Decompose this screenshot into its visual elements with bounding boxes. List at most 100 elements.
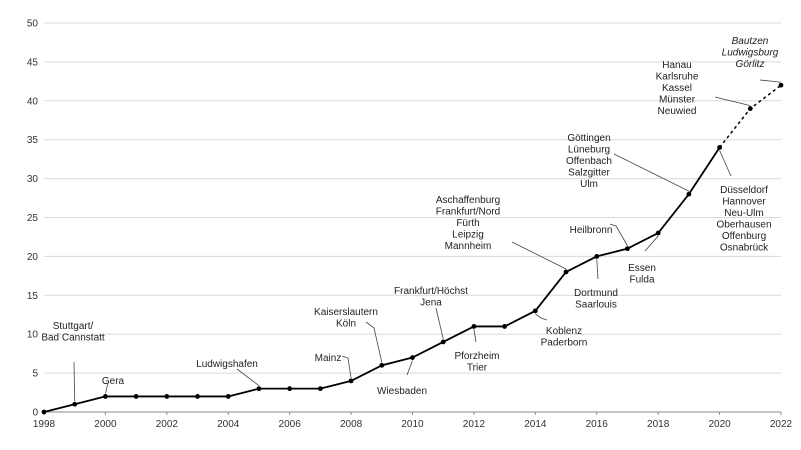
annotations: Stuttgart/Bad Cannstatt Gera Ludwigshafen M… — [41, 36, 778, 397]
annotation-leader — [644, 235, 659, 252]
y-tick-label: 20 — [27, 252, 39, 263]
annotation-label: Ulm — [580, 179, 598, 190]
y-tick-label: 45 — [27, 57, 39, 68]
annotation-label: Neuwied — [658, 106, 697, 117]
annotation-label: Münster — [659, 95, 696, 106]
annotation-leader — [236, 368, 260, 386]
data-point — [563, 269, 569, 275]
x-tick-label: 2016 — [586, 419, 609, 430]
data-point — [317, 386, 323, 392]
annotation-label: Köln — [336, 319, 356, 330]
annotation-label: Offenbach — [566, 156, 612, 167]
annotation-label: Fulda — [629, 275, 654, 286]
y-tick-label: 50 — [27, 19, 39, 30]
annotation-leader — [613, 153, 690, 192]
annotation-leader — [596, 259, 599, 280]
data-point — [717, 145, 722, 150]
data-point — [72, 401, 78, 407]
annotation-label: Görlitz — [736, 59, 765, 70]
data-point — [532, 308, 538, 314]
data-point — [686, 191, 692, 197]
x-tick-label: 1998 — [33, 419, 56, 430]
series-line-solid — [43, 146, 721, 413]
annotation-label: Heilbronn — [570, 225, 613, 236]
data-point — [348, 378, 354, 384]
y-tick-label: 5 — [32, 369, 38, 380]
annotation-label: Osnabrück — [720, 243, 769, 254]
annotation-label: Frankfurt/Nord — [436, 207, 500, 218]
data-point — [164, 394, 170, 399]
annotation-leader — [105, 382, 109, 394]
annotation-label: Pforzheim — [454, 351, 499, 362]
x-tick-label: 2002 — [156, 419, 179, 430]
annotation-leader — [759, 79, 782, 83]
annotation-leader — [535, 313, 548, 321]
y-tick-label: 35 — [27, 135, 39, 146]
series-line-dashed — [718, 84, 782, 148]
annotation-leader — [406, 360, 413, 376]
annotation-label-group: DüsseldorfHannoverNeu-UlmOberhausenOffen… — [716, 185, 771, 254]
data-point — [133, 394, 139, 399]
annotation-label: Wiesbaden — [377, 386, 427, 397]
annotation-leader — [73, 361, 76, 402]
annotation-leader — [341, 355, 352, 378]
annotation-label: Gera — [102, 376, 125, 387]
x-tick-label: 2008 — [340, 419, 363, 430]
data-point — [195, 394, 200, 399]
axes: 0 5 10 15 20 25 30 35 40 45 50 1998 2000 2002 2004 2006… — [27, 19, 793, 431]
annotation-label: Düsseldorf — [720, 185, 768, 196]
data-points — [41, 82, 784, 415]
annotation-label: Ludwigsburg — [722, 48, 779, 59]
annotation-label: Jena — [420, 298, 442, 309]
x-tick-label: 2020 — [708, 419, 731, 430]
x-tick-label: 2012 — [463, 419, 486, 430]
annotation-label: Koblenz — [546, 326, 582, 337]
data-point — [440, 339, 446, 345]
annotation-label-group: Gera — [102, 376, 125, 387]
data-point — [379, 362, 385, 368]
annotation-label: Paderborn — [541, 338, 588, 349]
data-point — [778, 82, 784, 88]
annotation-label-group: Stuttgart/Bad Cannstatt — [41, 321, 105, 344]
annotation-label: Essen — [628, 263, 656, 274]
annotation-label-group: Heilbronn — [570, 225, 613, 236]
data-point — [471, 324, 477, 329]
annotation-leader — [435, 307, 444, 340]
annotation-label: Mannheim — [445, 241, 492, 252]
x-tick-label: 2014 — [524, 419, 547, 430]
annotation-label: Hannover — [722, 197, 766, 208]
grid — [44, 22, 781, 374]
data-point — [103, 394, 108, 399]
data-point — [625, 246, 630, 252]
annotation-label: Aschaffenburg — [436, 195, 500, 206]
annotation-label: Hanau — [662, 60, 691, 71]
y-tick-label: 40 — [27, 96, 39, 107]
x-tick-label: 2010 — [401, 419, 424, 430]
annotation-leader — [511, 241, 567, 270]
annotation-label: Trier — [467, 363, 488, 374]
annotation-label: Mainz — [315, 353, 342, 364]
y-tick-label: 15 — [27, 291, 39, 302]
x-tick-label: 2018 — [647, 419, 670, 430]
annotation-label: Saarlouis — [575, 300, 617, 311]
annotation-label: Neu-Ulm — [724, 208, 763, 219]
annotation-leader — [714, 96, 751, 106]
data-point — [225, 394, 231, 399]
data-point — [256, 386, 262, 392]
annotation-label: Oberhausen — [716, 220, 771, 231]
annotation-label: Bad Cannstatt — [41, 333, 105, 344]
annotation-label: Ludwigshafen — [196, 359, 258, 370]
data-point — [41, 409, 47, 415]
y-tick-label: 0 — [32, 408, 38, 419]
annotation-label-group: Ludwigshafen — [196, 359, 258, 370]
data-point — [410, 355, 415, 360]
data-point — [594, 254, 600, 259]
